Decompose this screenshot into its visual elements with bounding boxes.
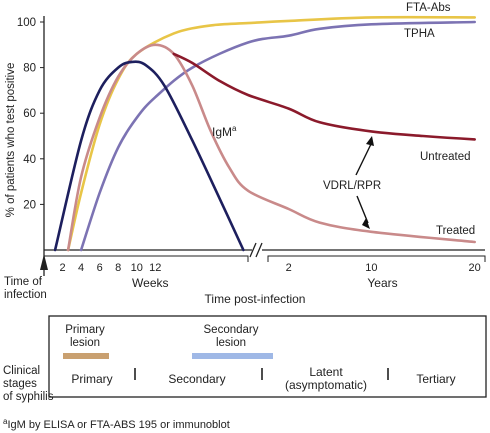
- series-label-tpha: TPHA: [404, 28, 435, 40]
- chart-plot-area: 20 40 60 80 100 % of patients who test positi…: [4, 2, 486, 306]
- week-tick-label-8: 8: [115, 262, 121, 274]
- annotation-vdrl-rpr: VDRL/RPR: [323, 180, 381, 192]
- series-label-treated: Treated: [436, 225, 475, 237]
- week-tick-label-6: 6: [97, 262, 103, 274]
- secondary-lesion-label-line-1: Secondary: [204, 324, 259, 336]
- stages-box: [48, 315, 487, 398]
- series-line-fta-abs: [66, 15, 476, 252]
- stage-secondary: Secondary: [168, 372, 225, 386]
- series-label-igm: IgMa: [212, 124, 237, 139]
- clinical-stages-panel: Clinical stages of syphilis Primary lesi…: [3, 315, 487, 403]
- igm-label-superscript: a: [232, 124, 237, 133]
- stage-primary: Primary: [71, 372, 112, 386]
- y-tick-label-20: 20: [23, 199, 36, 211]
- weeks-axis-label: Weeks: [132, 276, 168, 290]
- axis-break-mark: [249, 242, 263, 258]
- primary-lesion-label-line-1: Primary: [65, 324, 105, 336]
- weeks-bracket: [43, 255, 249, 262]
- annotation-arrowhead-untreated: [366, 136, 374, 146]
- stage-latent-line-2: (asymptomatic): [285, 378, 367, 392]
- series-line-untreated: [172, 52, 476, 141]
- footnote-marker: a: [3, 417, 8, 426]
- footnote: aIgM by ELISA or FTA-ABS 195 or immunobl…: [3, 417, 230, 431]
- week-tick-label-10: 10: [131, 262, 143, 274]
- years-axis-label: Years: [367, 276, 397, 290]
- y-tick-label-60: 60: [23, 108, 36, 120]
- week-tick-label-12: 12: [149, 262, 161, 274]
- stages-row-label: Clinical stages of syphilis: [3, 365, 54, 403]
- series-label-untreated: Untreated: [420, 151, 471, 163]
- origin-label-line-1: Time of: [4, 276, 43, 288]
- y-tick-label-80: 80: [23, 63, 36, 75]
- igm-label-text: IgM: [212, 125, 232, 139]
- stages-row-label-line-3: of syphilis: [3, 391, 54, 403]
- annotation-arrow-untreated: [355, 141, 373, 176]
- secondary-lesion-bar: [192, 353, 273, 359]
- series-line-igm: [53, 60, 245, 252]
- footnote-text: IgM by ELISA or FTA-ABS 195 or immunoblo…: [7, 419, 229, 431]
- annotation-arrowhead-treated: [362, 218, 370, 229]
- annotation-arrow-treated: [356, 195, 369, 224]
- y-tick-label-40: 40: [23, 154, 36, 166]
- series-line-treated: [66, 43, 476, 252]
- year-tick-label-20: 20: [469, 262, 481, 274]
- stage-latent-line-1: Latent: [309, 365, 343, 379]
- year-tick-label-10: 10: [365, 262, 377, 274]
- primary-lesion-bar: [63, 353, 109, 359]
- y-axis-label: % of patients who test positive: [5, 63, 17, 218]
- stages-row-label-line-2: stages: [3, 378, 37, 390]
- y-tick-label-100: 100: [17, 17, 36, 29]
- secondary-lesion-label-line-2: lesion: [216, 337, 246, 349]
- years-bracket: [267, 255, 486, 262]
- week-tick-label-2: 2: [59, 262, 65, 274]
- year-tick-label-2: 2: [286, 262, 292, 274]
- x-axis-label: Time post-infection: [205, 292, 306, 306]
- origin-label-line-2: infection: [4, 289, 47, 301]
- series-label-fta-abs: FTA-Abs: [406, 2, 451, 14]
- stages-row-label-line-1: Clinical: [3, 365, 40, 377]
- stage-tertiary: Tertiary: [416, 372, 455, 386]
- week-tick-label-4: 4: [78, 262, 84, 274]
- primary-lesion-label-line-2: lesion: [70, 337, 100, 349]
